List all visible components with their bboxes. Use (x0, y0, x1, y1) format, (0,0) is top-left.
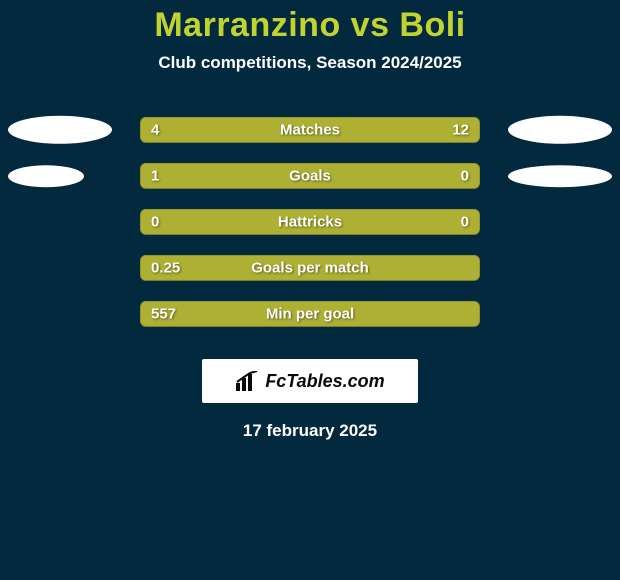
stat-row: 1 Goals 0 (0, 155, 620, 201)
stat-bar-right (226, 118, 480, 142)
player-left-marker (8, 116, 112, 144)
stat-value-right: 12 (452, 121, 469, 138)
stat-row: 557 Min per goal (0, 293, 620, 339)
stat-value-right: 0 (461, 167, 469, 184)
stat-row: 4 Matches 12 (0, 109, 620, 155)
stat-bar: 4 Matches 12 (140, 117, 480, 143)
stat-label: Hattricks (278, 213, 342, 230)
fctables-logo: FcTables.com (202, 359, 418, 403)
stat-value-right: 0 (461, 213, 469, 230)
stat-value-left: 0.25 (151, 259, 180, 276)
stat-bar: 557 Min per goal (140, 301, 480, 327)
player-right-marker (508, 165, 612, 187)
date-text: 17 february 2025 (0, 421, 620, 441)
stat-label: Goals per match (251, 259, 369, 276)
player-right-marker (508, 116, 612, 144)
comparison-chart: 4 Matches 12 1 Goals 0 0 Hattricks 0 0.25 Goals pe… (0, 109, 620, 339)
stat-label: Goals (289, 167, 331, 184)
logo-text: FcTables.com (265, 371, 384, 392)
subtitle: Club competitions, Season 2024/2025 (0, 53, 620, 73)
player-left-marker (8, 165, 84, 187)
stat-label: Min per goal (266, 305, 354, 322)
bar-chart-icon (235, 371, 259, 391)
stat-label: Matches (280, 121, 340, 138)
stat-row: 0.25 Goals per match (0, 247, 620, 293)
stat-value-left: 1 (151, 167, 159, 184)
stat-bar: 0.25 Goals per match (140, 255, 480, 281)
stat-value-left: 4 (151, 121, 159, 138)
stat-bar: 0 Hattricks 0 (140, 209, 480, 235)
stat-row: 0 Hattricks 0 (0, 201, 620, 247)
stat-value-left: 0 (151, 213, 159, 230)
page-title: Marranzino vs Boli (0, 0, 620, 45)
stat-value-left: 557 (151, 305, 176, 322)
stat-bar: 1 Goals 0 (140, 163, 480, 189)
